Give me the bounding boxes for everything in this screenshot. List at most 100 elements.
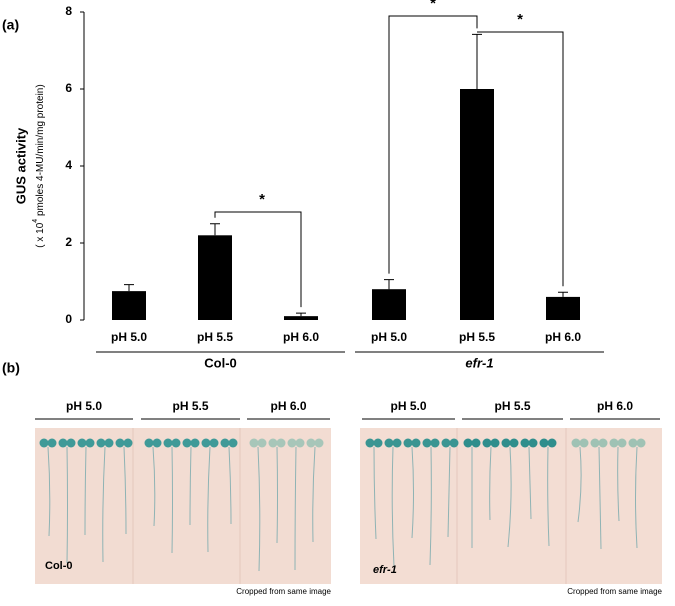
- y-tick-label: 4: [65, 158, 72, 172]
- y-label-prefix: ( x 10: [35, 222, 46, 247]
- photo-group: [35, 428, 662, 584]
- genotype-label: Col-0: [45, 560, 73, 572]
- cotyledon: [171, 438, 181, 448]
- crop-note: Cropped from same image: [567, 587, 662, 596]
- x-tick-label: pH 5.0: [371, 330, 407, 344]
- cotyledon: [104, 438, 114, 448]
- seedling-root: [312, 446, 316, 543]
- group-label: Col-0: [204, 355, 237, 370]
- seedling-root: [84, 446, 87, 536]
- genotype-label: efr-1: [373, 564, 397, 576]
- cotyledon: [482, 438, 492, 448]
- x-tick-label: pH 6.0: [283, 330, 319, 344]
- cotyledon: [249, 438, 259, 448]
- cotyledon: [422, 438, 432, 448]
- seedling-root: [598, 446, 602, 550]
- cotyledon: [430, 438, 440, 448]
- cotyledon: [547, 438, 557, 448]
- cotyledon: [295, 438, 305, 448]
- seedling-root: [635, 446, 638, 549]
- seedling-root: [123, 446, 127, 535]
- cotyledon: [384, 438, 394, 448]
- y-tick-label: 0: [65, 312, 72, 326]
- cotyledon: [115, 438, 125, 448]
- cotyledon: [403, 438, 413, 448]
- x-tick-label: pH 5.5: [197, 330, 233, 344]
- seedling-root: [617, 446, 620, 522]
- y-tick-label: 2: [65, 235, 72, 249]
- seedling-root: [373, 446, 377, 540]
- cotyledon: [628, 438, 638, 448]
- seedling-root: [294, 446, 297, 571]
- x-tick-label: pH 5.5: [459, 330, 495, 344]
- cotyledon: [276, 438, 286, 448]
- error-bar: [124, 284, 134, 292]
- cotyledon: [463, 438, 473, 448]
- cotyledon: [373, 438, 383, 448]
- cotyledon: [449, 438, 459, 448]
- y-axis-subtitle: ( x 104 pmoles 4-MU/min/mg protein): [32, 84, 46, 247]
- seedling-root: [411, 446, 414, 539]
- cotyledon: [490, 438, 500, 448]
- cotyledon: [85, 438, 95, 448]
- x-tick-label: pH 6.0: [545, 330, 581, 344]
- cotyledon: [66, 438, 76, 448]
- cotyledon: [201, 438, 211, 448]
- seedling-root: [207, 446, 211, 553]
- cotyledon: [152, 438, 162, 448]
- cotyledon: [190, 438, 200, 448]
- cotyledon: [539, 438, 549, 448]
- cotyledon: [228, 438, 238, 448]
- cotyledon: [182, 438, 192, 448]
- cotyledon: [501, 438, 511, 448]
- bar: [198, 235, 232, 320]
- group-label: efr-1: [465, 355, 493, 370]
- condition-label: pH 5.0: [390, 399, 426, 413]
- cotyledon: [220, 438, 230, 448]
- seedling-root: [276, 446, 278, 544]
- significance-bracket: [477, 31, 564, 287]
- significance-bracket: [214, 211, 302, 308]
- seedling-root: [47, 446, 51, 537]
- seedling-root: [577, 446, 582, 523]
- condition-label: pH 5.5: [172, 399, 208, 413]
- cotyledon: [571, 438, 581, 448]
- y-axis-title: GUS activity: [13, 127, 28, 204]
- crop-note: Cropped from same image: [236, 587, 331, 596]
- significance-label: *: [430, 0, 436, 12]
- y-tick-label: 8: [65, 4, 72, 18]
- cotyledon: [77, 438, 87, 448]
- cotyledon: [520, 438, 530, 448]
- seedling-root: [257, 446, 261, 572]
- significance-label: *: [517, 11, 523, 28]
- condition-label: pH 5.0: [66, 399, 102, 413]
- seedling-root: [447, 446, 451, 538]
- cotyledon: [598, 438, 608, 448]
- error-bar: [384, 279, 394, 290]
- cotyledon: [392, 438, 402, 448]
- seedling-root: [489, 446, 492, 521]
- seedling-root: [228, 446, 232, 525]
- significance-label: *: [259, 191, 265, 208]
- cotyledon: [471, 438, 481, 448]
- seedling-root: [189, 446, 192, 526]
- seedling-root: [102, 446, 106, 563]
- condition-label: pH 6.0: [270, 399, 306, 413]
- cotyledon: [509, 438, 519, 448]
- cotyledon: [365, 438, 375, 448]
- cotyledon: [268, 438, 278, 448]
- panel-label: (b): [2, 360, 20, 376]
- condition-label: pH 6.0: [597, 399, 633, 413]
- cotyledon: [579, 438, 589, 448]
- cotyledon: [209, 438, 219, 448]
- panel-label: (a): [2, 17, 19, 33]
- cotyledon: [287, 438, 297, 448]
- error-bar: [296, 312, 306, 317]
- cotyledon: [617, 438, 627, 448]
- cotyledon: [609, 438, 619, 448]
- seedling-root: [507, 446, 512, 548]
- x-tick-label: pH 5.0: [111, 330, 147, 344]
- seedling-root: [171, 446, 173, 554]
- seedling-root: [152, 446, 156, 527]
